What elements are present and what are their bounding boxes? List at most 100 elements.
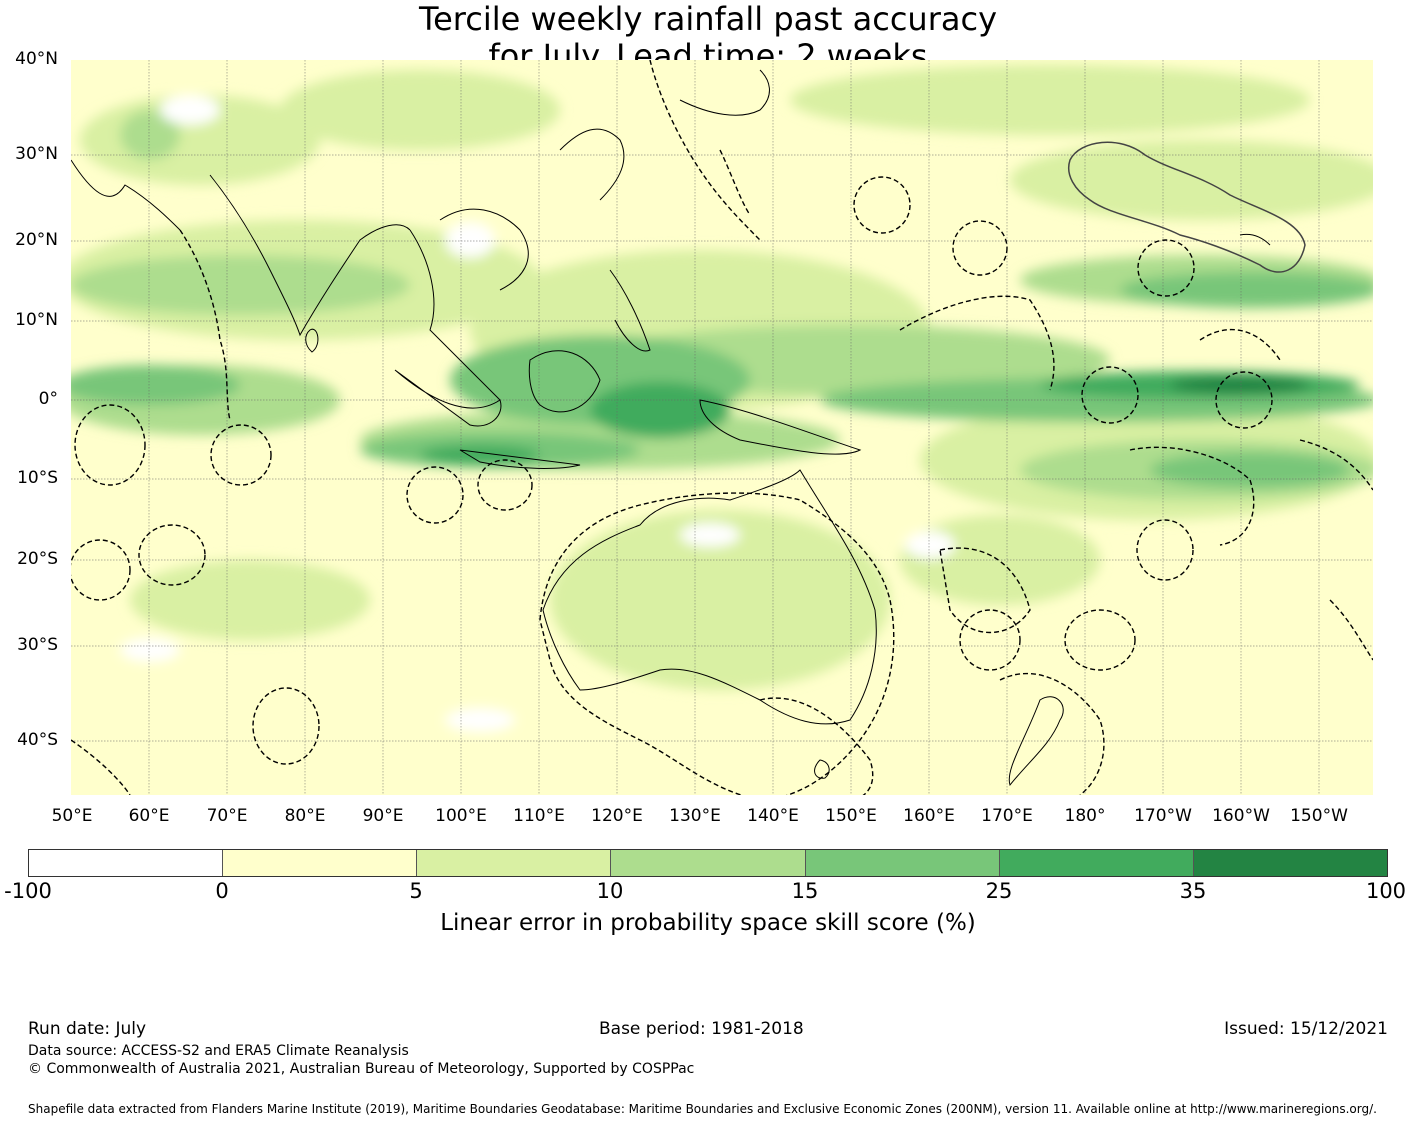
colorbar-tick: 5	[409, 879, 423, 903]
lat-label-10n: 10°N	[15, 310, 58, 330]
colorbar-bin-15-25	[805, 850, 1000, 876]
colorbar-bin-35-100	[1193, 850, 1387, 876]
eez-boundary	[1329, 599, 1373, 661]
eez-boundary	[1064, 609, 1136, 671]
run-date: Run date: July	[28, 1019, 147, 1039]
lat-label-0: 0°	[38, 389, 58, 409]
skill-patch	[790, 65, 1310, 135]
data-source: Data source: ACCESS-S2 and ERA5 Climate …	[28, 1043, 409, 1059]
lon-label-140e: 140°E	[747, 806, 799, 826]
lon-label-50e: 50°E	[51, 806, 93, 826]
colorbar-tick: -100	[4, 879, 52, 903]
skill-score-map	[71, 60, 1373, 795]
tasmania-coast	[814, 759, 830, 779]
eez-boundary	[719, 149, 751, 216]
lon-label-100e: 100°E	[435, 806, 487, 826]
coastlines	[71, 69, 1271, 787]
lat-label-40n: 40°N	[15, 49, 58, 69]
arabia-coast	[71, 159, 181, 231]
skill-patch	[71, 365, 240, 405]
india-coast	[209, 174, 411, 337]
hawaii-coast	[1239, 233, 1271, 246]
colorbar-tick: 0	[215, 879, 229, 903]
skill-patch	[905, 531, 955, 559]
eez-boundary	[74, 404, 146, 486]
eez-boundary	[179, 229, 231, 421]
lon-label-70e: 70°E	[206, 806, 248, 826]
skill-patch	[1170, 376, 1310, 394]
sumatra-coast	[394, 369, 502, 427]
colorbar-tick: 10	[596, 879, 624, 903]
lon-label-80e: 80°E	[284, 806, 326, 826]
colorbar-bin-25-35	[999, 850, 1194, 876]
skill-patch	[280, 70, 560, 150]
lon-label-130e: 130°E	[669, 806, 721, 826]
eez-boundary	[649, 60, 761, 241]
skill-patch	[680, 523, 740, 547]
china-coast	[439, 208, 529, 291]
lat-label-30s: 30°S	[17, 635, 58, 655]
colorbar-tick: 25	[985, 879, 1013, 903]
skill-patch	[420, 445, 540, 465]
japan-coast	[679, 69, 770, 116]
colorbar-tick: 35	[1179, 879, 1207, 903]
copyright: © Commonwealth of Australia 2021, Austra…	[28, 1061, 695, 1077]
skill-patch	[1010, 140, 1373, 220]
eez-boundary	[477, 459, 533, 511]
eez-boundary	[210, 424, 272, 486]
skill-patch	[120, 638, 180, 662]
eez-boundary	[1081, 366, 1139, 424]
skill-patch	[130, 560, 370, 640]
sri-lanka-coast	[305, 328, 319, 353]
philippines-coast	[609, 269, 651, 352]
eez-boundary	[406, 466, 464, 524]
lon-label-160w: 160°W	[1212, 806, 1270, 826]
colorbar-bin-10-15	[611, 850, 806, 876]
colorbar-tick: 100	[1365, 879, 1407, 903]
java-coast	[459, 449, 581, 469]
colorbar-tick: 15	[791, 879, 819, 903]
lon-label-180: 180°	[1064, 806, 1106, 826]
skill-patch	[71, 255, 410, 315]
eez-boundary	[71, 539, 131, 601]
eez-boundary	[138, 524, 206, 586]
issued-date: Issued: 15/12/2021	[1224, 1019, 1388, 1039]
lat-label-30n: 30°N	[15, 144, 58, 164]
lat-label-10s: 10°S	[17, 468, 58, 488]
eez-boundary	[1129, 446, 1255, 546]
borneo-coast	[528, 350, 601, 413]
new-guinea-coast	[699, 399, 862, 455]
eez-boundary	[71, 739, 131, 795]
skill-patch	[1120, 272, 1373, 308]
eez-boundary	[1299, 439, 1373, 491]
eez-boundaries	[71, 60, 1373, 795]
lon-label-170e: 170°E	[981, 806, 1033, 826]
korea-coast	[559, 128, 625, 201]
colorbar-bin-0-5	[223, 850, 418, 876]
colorbar-bin-5-10	[417, 850, 612, 876]
eez-boundary	[1137, 239, 1195, 297]
eez-boundary	[1199, 328, 1281, 361]
eez-boundary	[999, 672, 1105, 795]
eez-boundary	[952, 220, 1008, 276]
eez-boundary	[959, 609, 1021, 671]
eez-boundary	[899, 295, 1055, 391]
eez-boundary	[1215, 371, 1273, 429]
skill-patch	[445, 708, 515, 732]
skill-patch	[1150, 452, 1350, 488]
eez-boundary	[939, 547, 1031, 634]
lon-label-170w: 170°W	[1134, 806, 1192, 826]
colorbar	[28, 849, 1388, 877]
eez-boundary	[759, 697, 874, 795]
skill-patch	[160, 95, 220, 125]
skill-patch	[590, 382, 730, 438]
lat-label-20n: 20°N	[15, 230, 58, 250]
lon-label-150w: 150°W	[1290, 806, 1348, 826]
lon-label-160e: 160°E	[903, 806, 955, 826]
new-zealand-coast	[1008, 696, 1064, 787]
lon-label-120e: 120°E	[591, 806, 643, 826]
australia-coast	[542, 469, 877, 725]
base-period: Base period: 1981-2018	[599, 1019, 804, 1039]
shapefile-credit: Shapefile data extracted from Flanders M…	[28, 1102, 1377, 1116]
map-field	[71, 60, 1373, 795]
